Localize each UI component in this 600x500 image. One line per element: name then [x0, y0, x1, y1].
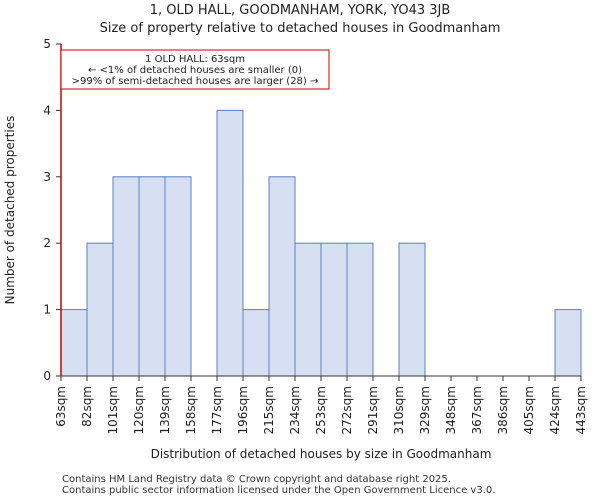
annotation-text-line: 1 OLD HALL: 63sqm	[145, 54, 245, 65]
histogram-bar	[60, 309, 88, 377]
histogram-bar	[346, 242, 374, 377]
x-tick-label: 139sqm	[158, 386, 172, 434]
x-tick-label: 101sqm	[106, 386, 120, 434]
x-tick-label: 234sqm	[288, 386, 302, 434]
chart-title: 1, OLD HALL, GOODMANHAM, YORK, YO43 3JB	[149, 3, 451, 18]
x-tick-label: 120sqm	[132, 386, 146, 434]
footer-licence: Contains public sector information licen…	[62, 485, 496, 496]
histogram-bar	[268, 176, 296, 377]
x-tick-label: 158sqm	[184, 386, 198, 434]
x-tick-label: 348sqm	[444, 386, 458, 434]
x-tick-label: 63sqm	[54, 386, 68, 427]
x-tick-label: 177sqm	[210, 386, 224, 434]
x-tick-label: 310sqm	[392, 386, 406, 434]
histogram-bar	[554, 309, 582, 377]
x-tick-label: 386sqm	[496, 386, 510, 434]
x-tick-label: 272sqm	[340, 386, 354, 434]
footer-copyright: Contains HM Land Registry data © Crown c…	[62, 474, 451, 485]
y-tick-label: 2	[43, 236, 51, 250]
x-tick-label: 405sqm	[522, 386, 536, 434]
x-tick-label: 443sqm	[574, 386, 588, 434]
histogram-bar	[398, 242, 426, 377]
histogram-bar	[216, 109, 244, 377]
x-tick-label: 291sqm	[366, 386, 380, 434]
x-tick-label: 82sqm	[80, 386, 94, 427]
annotation-box	[60, 49, 330, 90]
x-tick-label: 424sqm	[548, 386, 562, 434]
annotation-text-line: ← <1% of detached houses are smaller (0)	[88, 65, 302, 76]
histogram-bar	[320, 242, 348, 377]
chart-subtitle: Size of property relative to detached ho…	[99, 21, 501, 36]
histogram-bar	[86, 242, 114, 377]
y-tick-label: 3	[43, 170, 51, 184]
histogram-bar	[242, 309, 270, 377]
y-tick-label: 4	[43, 103, 51, 117]
x-tick-label: 253sqm	[314, 386, 328, 434]
histogram-bar	[294, 242, 322, 377]
x-tick-label: 367sqm	[470, 386, 484, 434]
x-tick-label: 196sqm	[236, 386, 250, 434]
y-tick-label: 0	[43, 369, 51, 383]
histogram-bar	[138, 176, 166, 377]
y-tick-label: 1	[43, 303, 51, 317]
x-tick-label: 215sqm	[262, 386, 276, 434]
y-axis-label: Number of detached properties	[3, 116, 17, 305]
histogram-bar	[112, 176, 140, 377]
y-tick-label: 5	[43, 37, 51, 51]
histogram-bar	[164, 176, 192, 377]
x-axis-label: Distribution of detached houses by size …	[151, 447, 492, 461]
x-tick-label: 329sqm	[418, 386, 432, 434]
annotation-text-line: >99% of semi-detached houses are larger …	[72, 76, 319, 87]
